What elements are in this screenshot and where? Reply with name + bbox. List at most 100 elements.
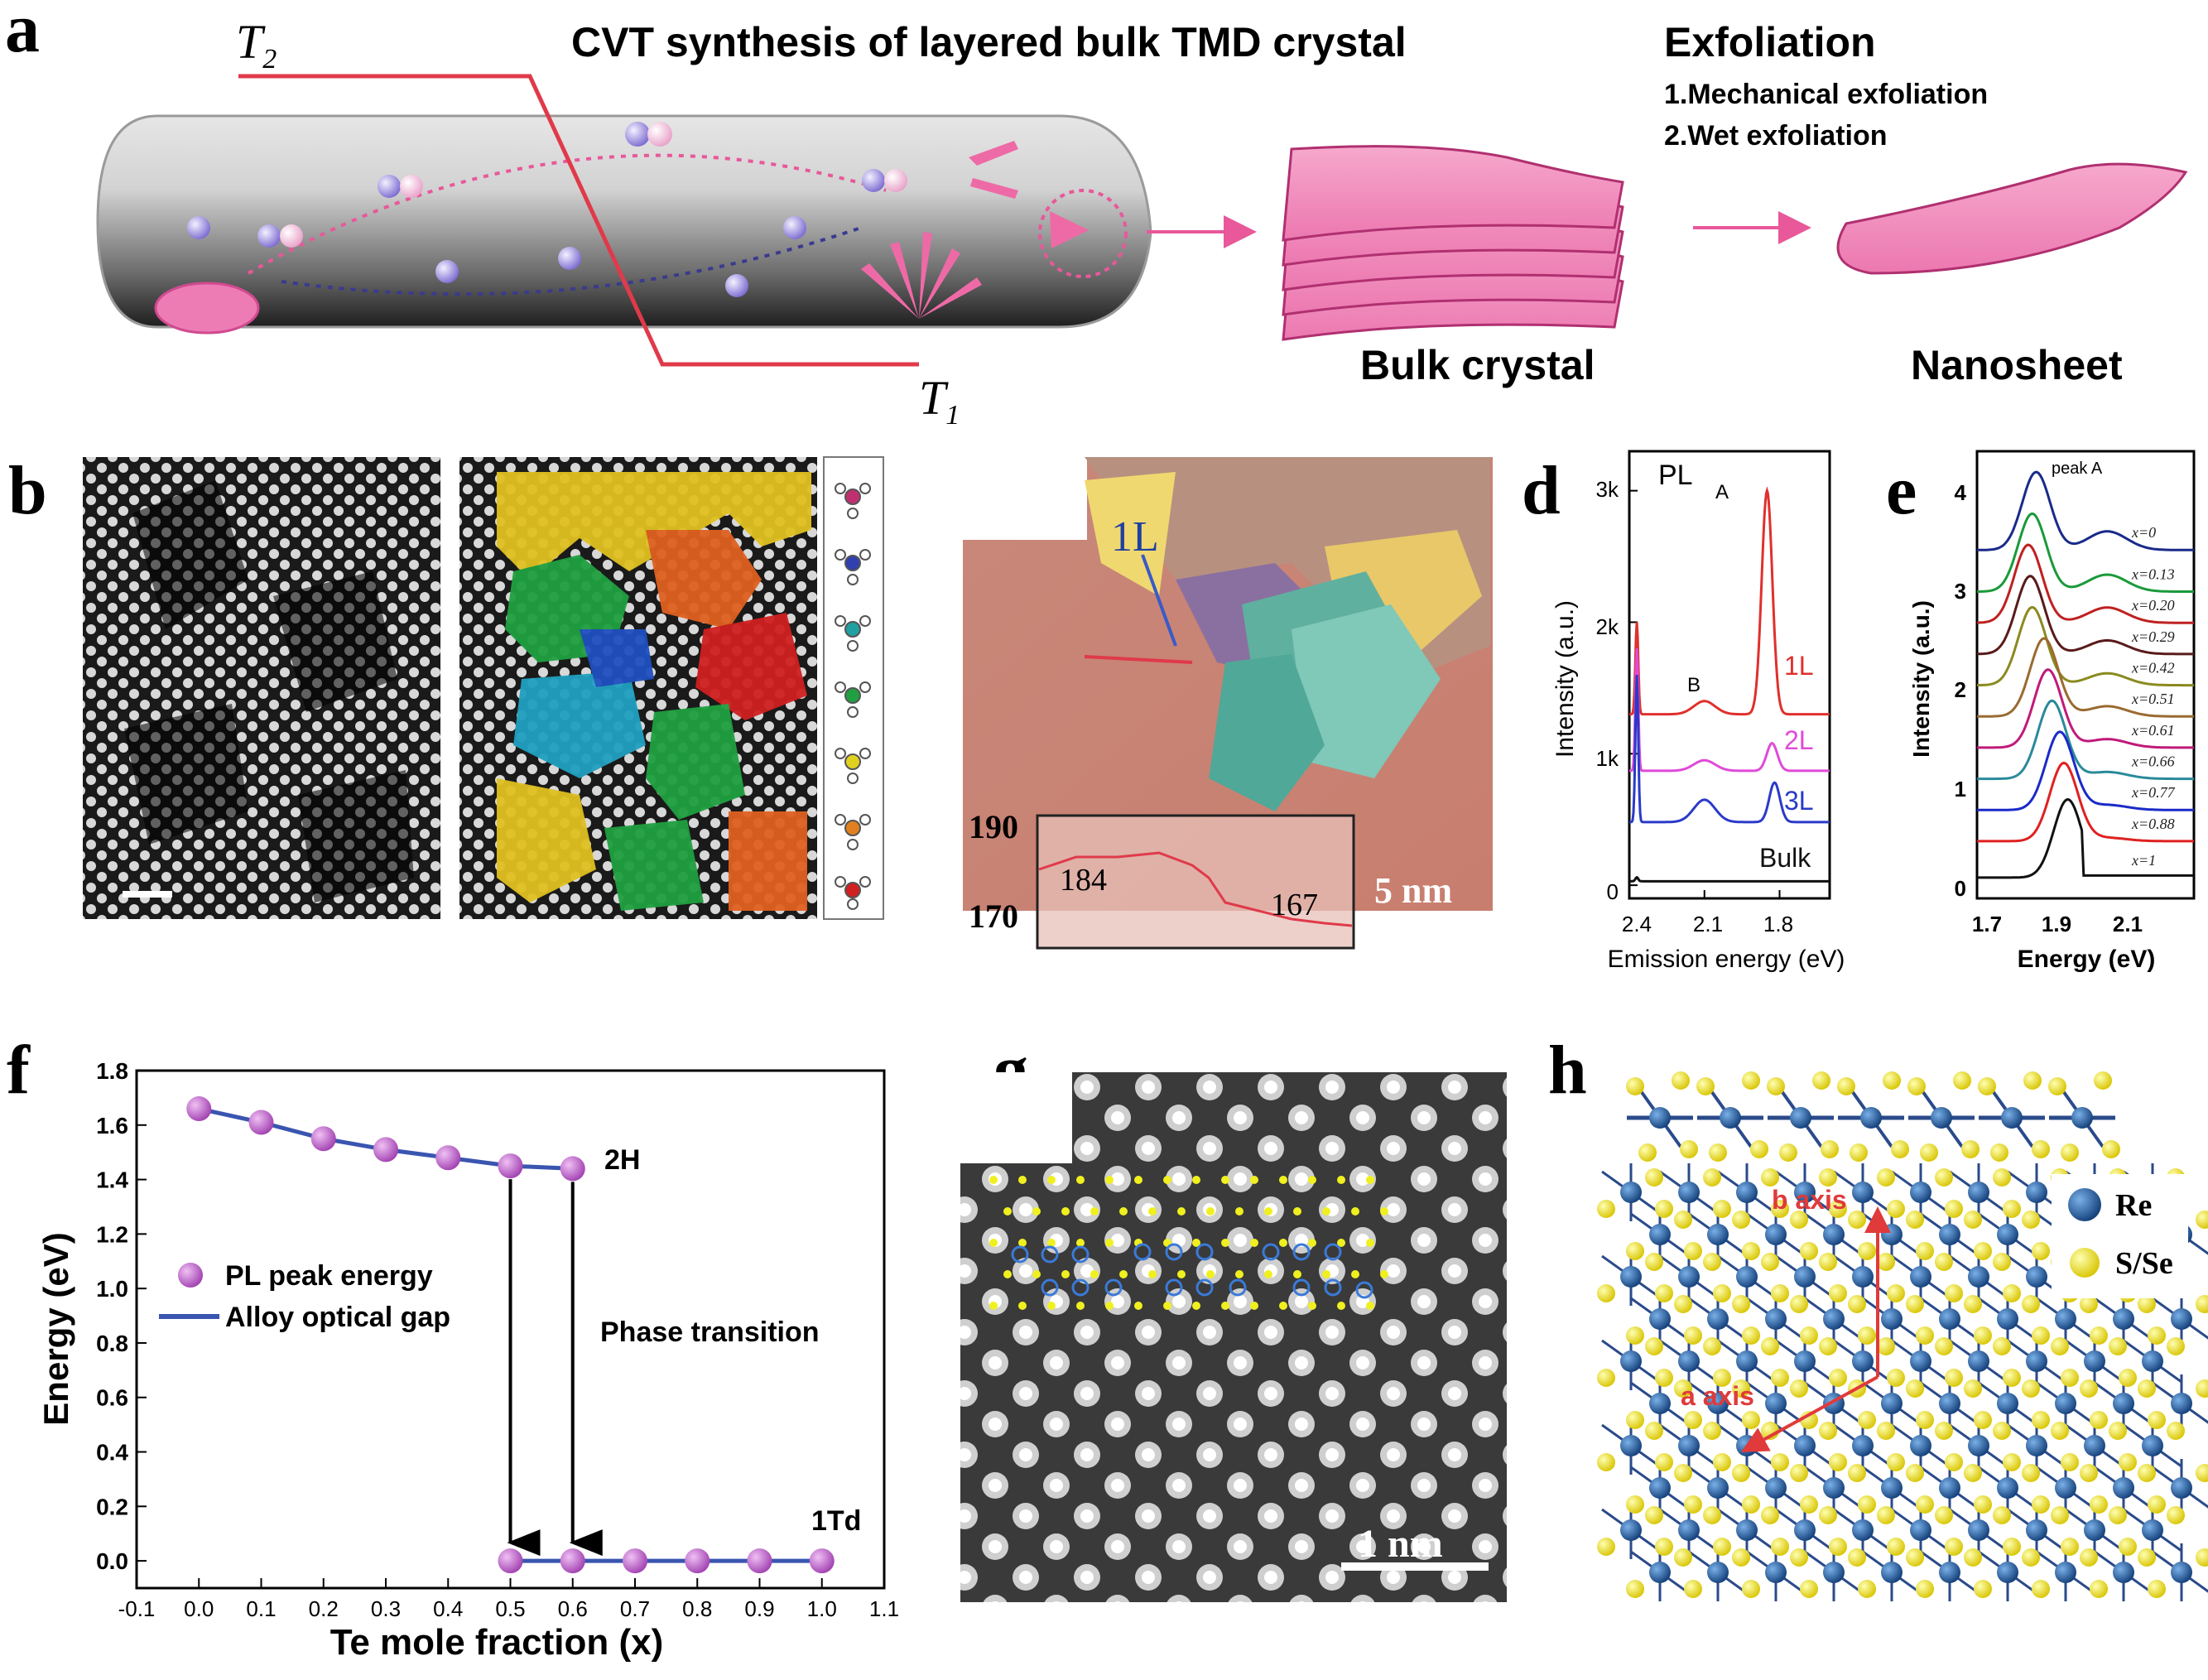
top-s-atom [1761, 1253, 1779, 1271]
side-s-atom [1978, 1077, 1996, 1095]
panel-letter-h: h [1548, 1032, 1587, 1109]
top-re-atom [1765, 1477, 1787, 1499]
side-s-atom [1672, 1071, 1690, 1090]
top-s-atom [1916, 1495, 1934, 1514]
top-re-atom [1620, 1519, 1642, 1541]
side-s-atom [1891, 1140, 1909, 1158]
top-s-atom [1742, 1326, 1760, 1345]
top-s-atom [2148, 1495, 2166, 1514]
top-re-atom [1881, 1562, 1903, 1583]
re-atom-marker [1041, 1245, 1059, 1264]
side-s-atom [1709, 1143, 1727, 1162]
colored-clusters [497, 472, 811, 911]
growth-zone-circle [1038, 189, 1128, 278]
series-group-d [1629, 486, 1830, 883]
side-s-atom [2102, 1140, 2120, 1158]
top-s-atom [1858, 1495, 1876, 1514]
top-re-atom [1707, 1308, 1729, 1330]
top-re-atom [1620, 1435, 1642, 1456]
data-point-2h [435, 1145, 461, 1171]
inset-label-d: PL [1658, 460, 1693, 491]
series-line-e [1977, 605, 2194, 687]
x-tick-label-e: 1.9 [2042, 912, 2071, 936]
x-axis-label-f: Te mole fraction (x) [330, 1622, 664, 1663]
series-label-e: x=0.66 [2131, 753, 2175, 770]
data-point-1td [809, 1548, 835, 1574]
chalcogen-dot [1293, 1270, 1301, 1278]
top-s-atom [2003, 1453, 2021, 1471]
top-s-atom [1655, 1369, 1673, 1387]
x-tick-label-f: -0.1 [118, 1596, 156, 1621]
y-tick-labels-d: 0 1k 2k 3k [1596, 477, 1619, 904]
top-s-atom [2080, 1379, 2098, 1398]
side-s-atom [2032, 1140, 2050, 1158]
top-re-atom [2142, 1519, 2163, 1541]
x-tick-label-f: 1.1 [869, 1596, 899, 1621]
chalcogen-dot [1293, 1207, 1301, 1215]
top-s-atom [1906, 1548, 1924, 1567]
side-s-atom [2023, 1071, 2042, 1090]
series-line-e [1977, 797, 2194, 879]
chalcogen-dot [1366, 1239, 1374, 1247]
chalcogen-dot [1192, 1239, 1200, 1247]
top-re-atom [1649, 1477, 1671, 1499]
data-point-2h [560, 1156, 585, 1182]
top-s-atom [1848, 1211, 1866, 1229]
top-s-atom [1877, 1506, 1895, 1524]
peak-label-a-d: A [1715, 481, 1729, 503]
cvt-tube [96, 114, 1152, 329]
crystal-growth [861, 141, 1089, 319]
profile-value-2: 167 [1271, 888, 1318, 922]
top-s-atom [1597, 1453, 1615, 1471]
y-tick-label-f: 0.8 [96, 1331, 128, 1356]
chalcogen-dot [1337, 1302, 1345, 1310]
top-s-atom [2148, 1411, 2166, 1429]
top-s-atom [1771, 1200, 1789, 1218]
x-tick-labels-d: 2.4 2.1 1.8 [1622, 912, 1793, 936]
chalcogen-dot [1061, 1270, 1070, 1278]
series-line-3l [1629, 674, 1830, 824]
top-s-atom [1887, 1369, 1905, 1387]
chalcogen-dot [1380, 1270, 1388, 1278]
top-s-atom [1771, 1538, 1789, 1556]
side-re-atom [2001, 1107, 2023, 1129]
top-s-atom [2196, 1211, 2208, 1229]
chalcogen-dot [989, 1239, 998, 1247]
chalcogen-dot [1221, 1302, 1229, 1310]
top-s-atom [1626, 1580, 1644, 1598]
top-s-atom [2051, 1506, 2069, 1524]
top-s-atom [1906, 1379, 1924, 1398]
plot-frame-e [1975, 450, 2196, 900]
top-s-atom [2032, 1326, 2050, 1345]
data-point-2h [186, 1096, 212, 1122]
top-s-atom [2109, 1506, 2127, 1524]
top-s-atom [1626, 1411, 1644, 1429]
re-atom-marker [1165, 1278, 1183, 1297]
top-s-atom [1761, 1506, 1779, 1524]
top-re-atom [2113, 1477, 2134, 1499]
top-s-atom [1935, 1337, 1953, 1355]
top-s-atom [1916, 1580, 1934, 1598]
top-s-atom [2196, 1548, 2208, 1567]
series-label-e: x=0.13 [2131, 566, 2175, 583]
top-re-atom [1968, 1266, 1989, 1288]
top-s-atom [2196, 1464, 2208, 1482]
series-label-e: x=0.88 [2131, 816, 2175, 832]
exfoliation-method-2: 2.Wet exfoliation [1664, 120, 1888, 152]
top-re-atom [1678, 1435, 1700, 1456]
top-s-atom [2022, 1379, 2040, 1398]
top-s-atom [2051, 1337, 2069, 1355]
chalcogen-dot [1192, 1302, 1200, 1310]
x-tick-label-f: 0.6 [558, 1596, 588, 1621]
x-tick-label-e: 2.1 [2113, 912, 2143, 936]
top-re-atom [2055, 1477, 2076, 1499]
chalcogen-dot [1177, 1270, 1186, 1278]
y-tick-label-f: 1.0 [96, 1276, 128, 1302]
series-label-e: x=0.77 [2131, 784, 2176, 801]
top-s-atom [2119, 1453, 2137, 1471]
top-s-atom [1703, 1253, 1721, 1271]
panel-letter-b: b [8, 452, 47, 529]
chalcogen-dot [1250, 1302, 1258, 1310]
x-tick-label-d: 1.8 [1763, 912, 1793, 936]
top-s-atom [1790, 1464, 1808, 1482]
